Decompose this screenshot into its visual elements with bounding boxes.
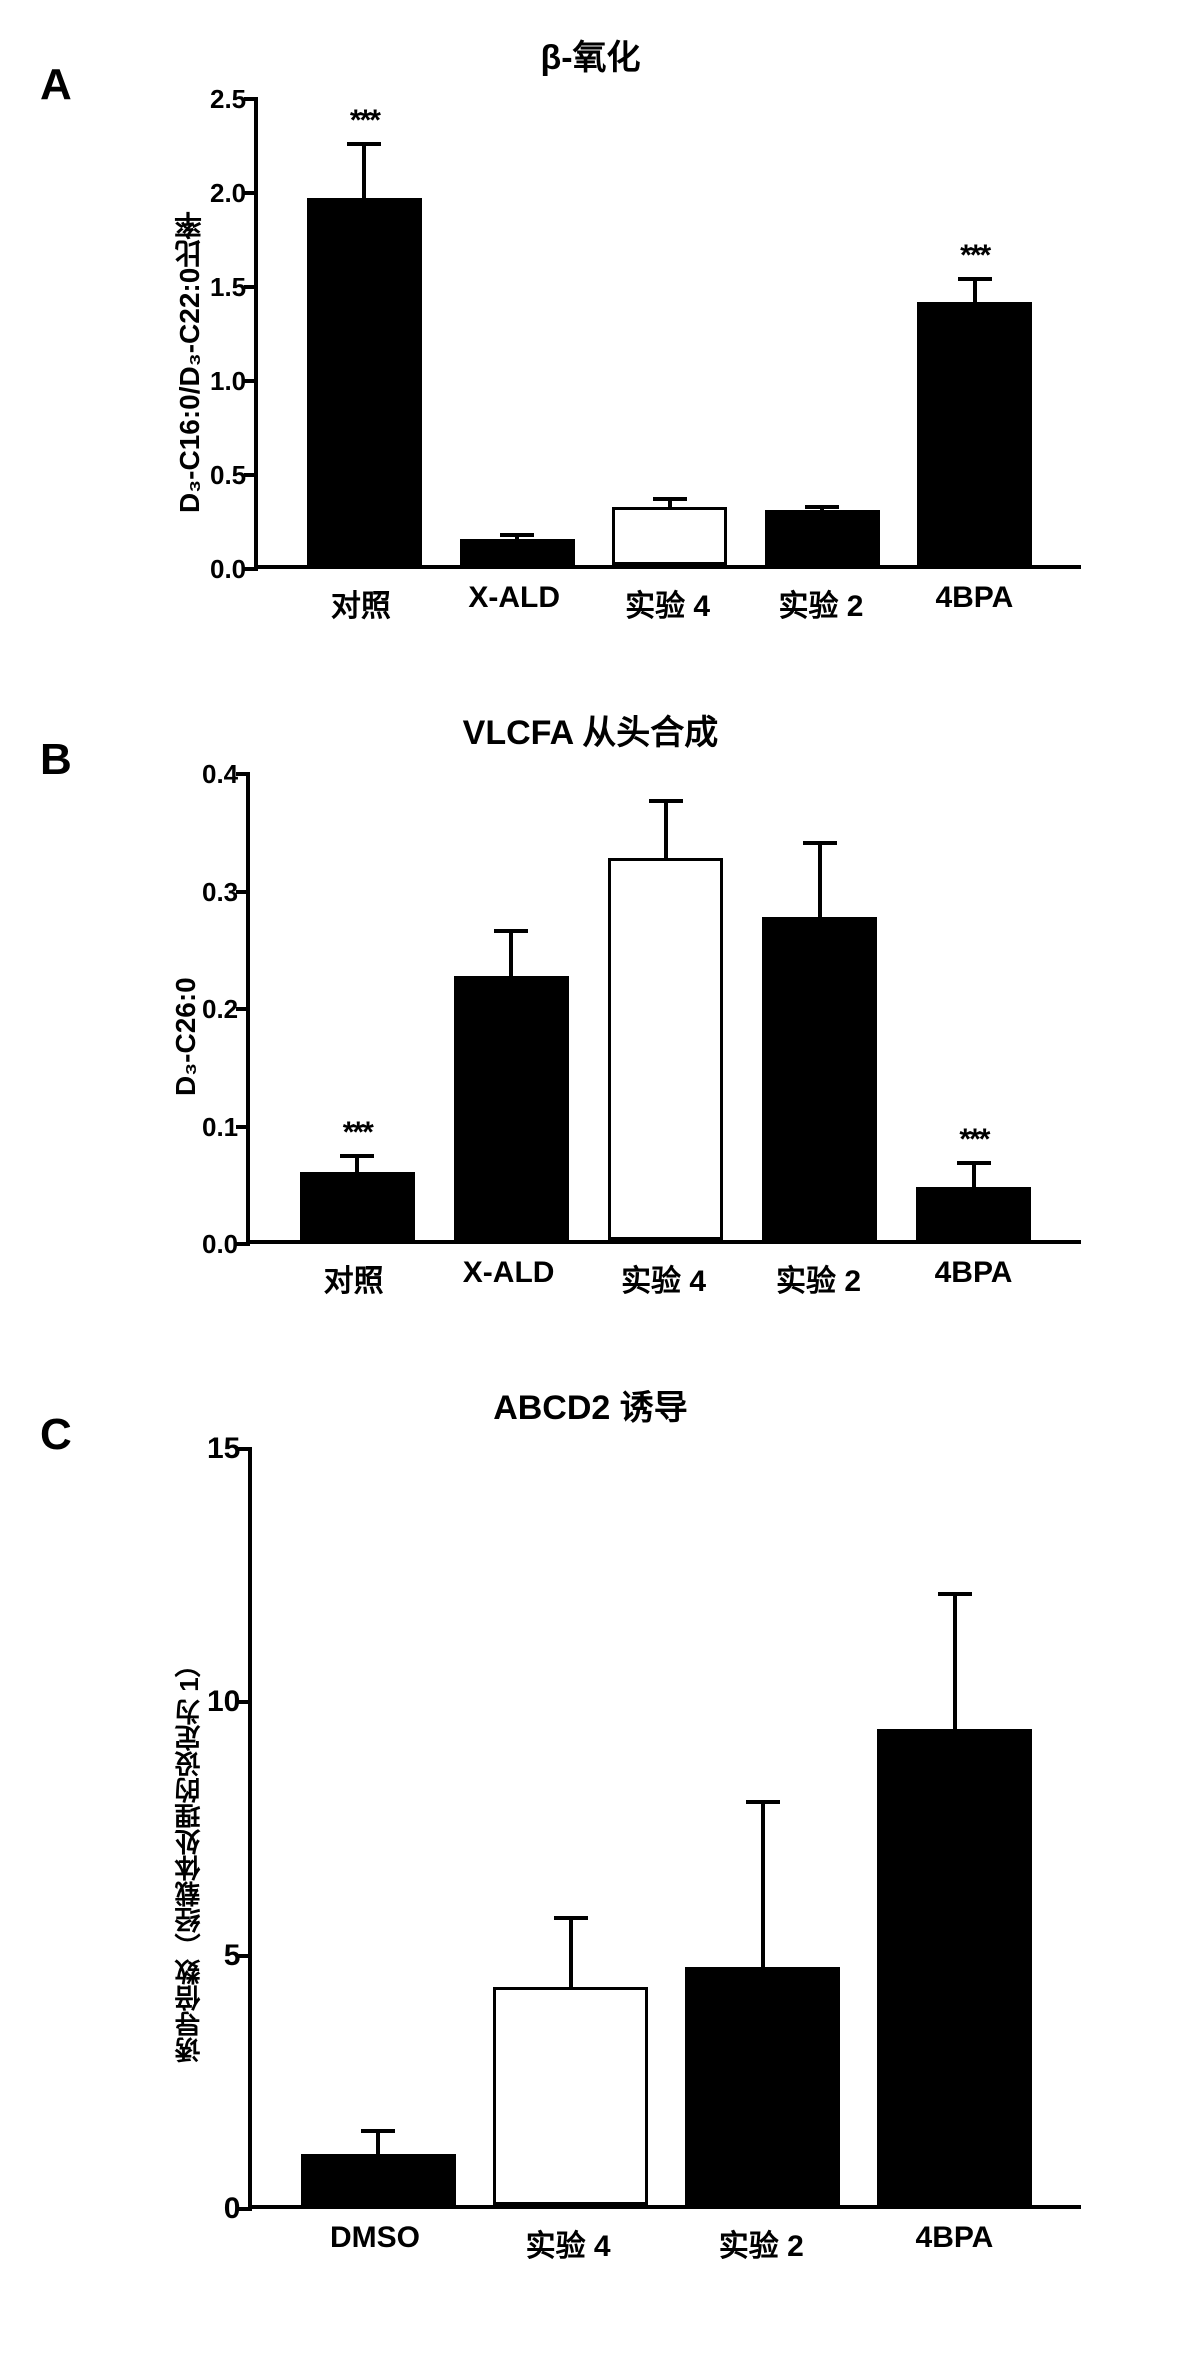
- bar-group: ***: [898, 277, 1051, 565]
- bar: [612, 507, 727, 565]
- error-bar: [820, 505, 824, 511]
- panel-a-label: A: [40, 60, 72, 110]
- xlabel: 实验 2: [744, 581, 897, 625]
- panel-b-ylabel: D₃-C26:0: [160, 774, 202, 1300]
- panel-b-label: B: [40, 735, 72, 785]
- bar: [916, 1187, 1031, 1240]
- panel-a: A β-氧化 D₃-C16:0/D₃-C22:0比率 2.52.01.51.00…: [40, 30, 1141, 625]
- bar: [300, 1172, 415, 1240]
- xlabel: 实验 4: [586, 1256, 741, 1300]
- panel-a-bars: *** ***: [258, 99, 1081, 565]
- bar-group: [441, 533, 594, 565]
- xlabel: 4BPA: [858, 2221, 1051, 2265]
- panel-c-label: C: [40, 1410, 72, 1460]
- error-bar: [953, 1592, 957, 1729]
- panel-a-xlabels: 对照X-ALD实验 4实验 24BPA: [254, 569, 1081, 625]
- panel-a-title: β-氧化: [40, 30, 1141, 79]
- bar-group: [746, 505, 899, 565]
- significance-mark: ***: [350, 106, 379, 136]
- panel-a-chart: D₃-C16:0/D₃-C22:0比率 2.52.01.51.00.50.0 *…: [160, 99, 1081, 625]
- panel-c-xlabels: DMSO实验 4实验 24BPA: [248, 2209, 1081, 2265]
- error-bar: [362, 142, 366, 198]
- bar: [493, 1987, 648, 2205]
- bar-group: ***: [280, 1154, 434, 1240]
- panel-b-title: VLCFA 从头合成: [40, 705, 1141, 754]
- error-bar: [973, 277, 977, 301]
- bar: [685, 1967, 840, 2205]
- bar-group: [282, 2129, 474, 2205]
- bar-group: [859, 1592, 1051, 2205]
- panel-c-bars: [252, 1449, 1081, 2205]
- error-bar: [972, 1161, 976, 1187]
- xlabel: X-ALD: [438, 581, 591, 625]
- xlabel: 实验 2: [741, 1256, 896, 1300]
- bar: [917, 302, 1032, 565]
- panel-b-plot: *** ***: [246, 774, 1081, 1244]
- bar: [307, 198, 422, 565]
- bar: [765, 510, 880, 565]
- bar-group: ***: [897, 1161, 1051, 1240]
- panel-b-chart: D₃-C26:0 0.40.30.20.10.0 ****** 对照X-ALD实…: [160, 774, 1081, 1300]
- bar-group: [475, 1916, 667, 2205]
- bar-group: [593, 497, 746, 565]
- bar: [454, 976, 569, 1240]
- xlabel: 对照: [284, 581, 437, 625]
- panel-c-chart: 诱导倍数（经载体处理的设定为 1） 151050 DMSO实验 4实验 24BP…: [160, 1449, 1081, 2265]
- xlabel: 4BPA: [898, 581, 1051, 625]
- bar-group: [667, 1800, 859, 2205]
- xlabel: DMSO: [278, 2221, 471, 2265]
- error-bar: [761, 1800, 765, 1967]
- xlabel: 4BPA: [896, 1256, 1051, 1300]
- xlabel: 实验 4: [591, 581, 744, 625]
- bar-group: [743, 841, 897, 1241]
- error-bar: [515, 533, 519, 539]
- error-bar: [376, 2129, 380, 2154]
- error-bar: [509, 929, 513, 976]
- bar: [877, 1729, 1032, 2205]
- significance-mark: ***: [959, 1125, 988, 1155]
- panel-a-plot: *** ***: [254, 99, 1081, 569]
- error-bar: [818, 841, 822, 917]
- error-bar: [569, 1916, 573, 1987]
- error-bar: [668, 497, 672, 506]
- bar: [762, 917, 877, 1240]
- bar-group: [589, 799, 743, 1240]
- panel-c-plot: [248, 1449, 1081, 2209]
- xlabel: X-ALD: [431, 1256, 586, 1300]
- error-bar: [664, 799, 668, 858]
- xlabel: 实验 2: [665, 2221, 858, 2265]
- xlabel: 实验 4: [472, 2221, 665, 2265]
- significance-mark: ***: [343, 1118, 372, 1148]
- bar: [301, 2154, 456, 2205]
- panel-c-title: ABCD2 诱导: [40, 1380, 1141, 1429]
- bar-group: [434, 929, 588, 1240]
- bar-group: ***: [288, 142, 441, 565]
- xlabel: 对照: [276, 1256, 431, 1300]
- panel-c-ylabel: 诱导倍数（经载体处理的设定为 1）: [160, 1449, 207, 2265]
- panel-b-xlabels: 对照X-ALD实验 4实验 24BPA: [246, 1244, 1081, 1300]
- panel-b-bars: *** ***: [250, 774, 1081, 1240]
- error-bar: [355, 1154, 359, 1172]
- bar: [608, 858, 723, 1240]
- bar: [460, 539, 575, 565]
- panel-a-ylabel: D₃-C16:0/D₃-C22:0比率: [160, 99, 210, 625]
- panel-b: B VLCFA 从头合成 D₃-C26:0 0.40.30.20.10.0 **…: [40, 705, 1141, 1300]
- panel-c: C ABCD2 诱导 诱导倍数（经载体处理的设定为 1） 151050 DMSO…: [40, 1380, 1141, 2265]
- significance-mark: ***: [960, 241, 989, 271]
